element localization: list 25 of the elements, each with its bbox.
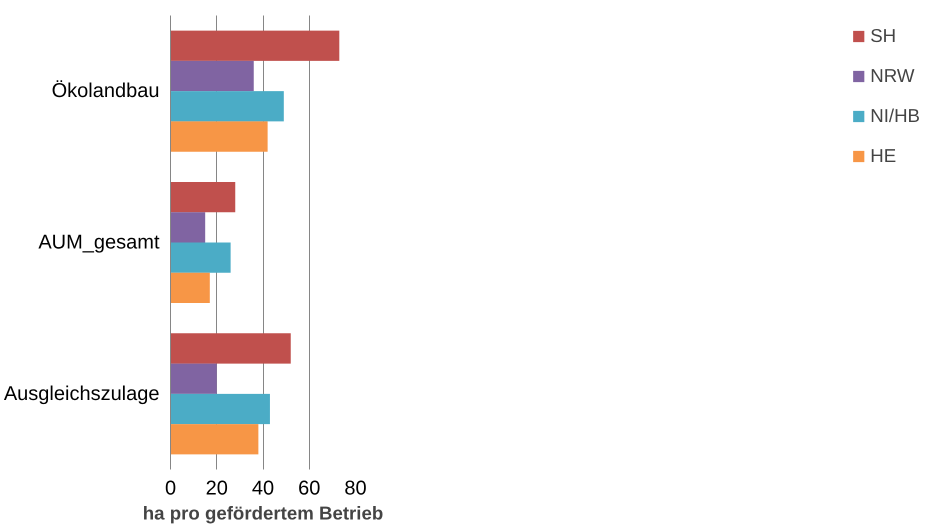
bar — [170, 212, 206, 242]
x-tick-label: 60 — [298, 478, 320, 500]
y-tick-label: Ökolandbau — [52, 80, 160, 102]
x-axis-title: ha pro gefördertem Betrieb — [142, 502, 384, 524]
legend-label: HE — [870, 145, 896, 167]
legend-label: NI/HB — [870, 105, 920, 127]
x-tick-label: 80 — [344, 478, 367, 500]
legend-label: SH — [870, 25, 896, 47]
legend-label: NRW — [870, 65, 914, 87]
x-tick-label: 20 — [206, 478, 228, 500]
bar — [170, 60, 254, 92]
y-tick-label: Ausgleichszulage — [4, 382, 160, 405]
bar — [170, 91, 284, 122]
bar — [170, 272, 210, 304]
bar — [170, 30, 340, 61]
x-tick-label: 0 — [164, 478, 176, 500]
bar — [170, 242, 231, 273]
y-tick-label: AUM_gesamt — [38, 232, 160, 254]
bar — [170, 121, 268, 152]
x-tick-label: 40 — [252, 478, 274, 500]
bar — [170, 182, 236, 212]
bar — [170, 364, 217, 394]
bar — [170, 333, 291, 364]
bar — [170, 424, 258, 454]
bar — [170, 394, 270, 424]
